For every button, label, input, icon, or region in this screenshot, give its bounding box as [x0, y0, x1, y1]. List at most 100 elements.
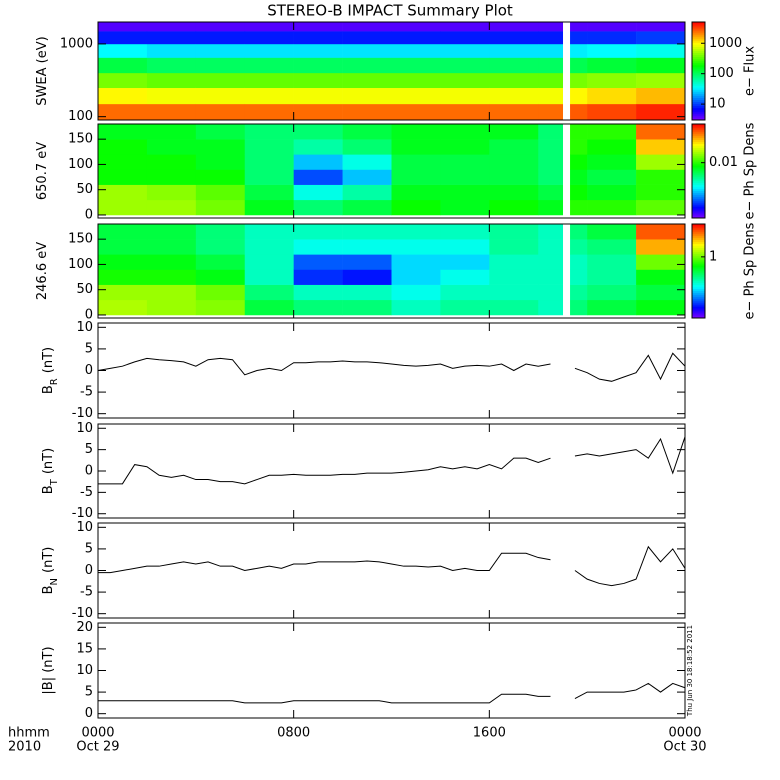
heatmap-cell	[293, 103, 343, 121]
heatmap-cell	[342, 169, 392, 185]
heatmap-cell	[342, 103, 392, 121]
heatmap-cell	[489, 31, 539, 45]
heatmap-cell	[489, 169, 539, 185]
colorbar-segment	[692, 30, 705, 33]
colorbar-segment	[692, 172, 705, 176]
heatmap-cell	[587, 87, 637, 105]
heatmap-cell	[489, 72, 539, 89]
heatmap-cell	[636, 154, 686, 170]
colorbar-segment	[692, 265, 705, 268]
y-tick-label: -5	[80, 485, 93, 500]
heatmap-cell	[587, 43, 637, 58]
colorbar-segment	[692, 304, 705, 307]
colorbar-segment	[692, 229, 705, 233]
y-axis-label-unit: (nT)	[41, 547, 56, 573]
heatmap-cell	[98, 224, 148, 240]
heatmap-cell	[98, 43, 148, 58]
heatmap-cell	[570, 43, 588, 58]
heatmap-cell	[146, 284, 197, 301]
colorbar-frame	[691, 223, 706, 319]
heatmap-cell	[489, 239, 539, 255]
heatmap-cell	[98, 87, 148, 105]
heatmap-cell	[636, 124, 686, 140]
heatmap-cell	[146, 72, 197, 89]
colorbar-segment	[692, 155, 705, 158]
heatmap-cell	[98, 154, 148, 170]
colorbar-segment	[692, 129, 705, 133]
colorbar-segment	[692, 157, 705, 160]
heatmap-cell	[636, 199, 686, 216]
colorbar-segment	[692, 198, 705, 201]
colorbar-segment	[692, 196, 705, 199]
heatmap-cell	[195, 57, 246, 74]
heatmap-cell	[587, 57, 637, 74]
heatmap-cell	[440, 139, 490, 155]
y-axis-label-text: 650.7 eV	[35, 142, 50, 200]
heatmap-cell	[146, 31, 197, 45]
heatmap-cell	[244, 299, 294, 316]
colorbar-segment	[692, 216, 705, 219]
y-tick-label: 5	[85, 541, 93, 556]
y-tick-label: 1000	[60, 36, 93, 51]
heatmap-cell	[538, 269, 564, 285]
heatmap-cell	[636, 22, 686, 32]
heatmap-cell	[440, 284, 490, 301]
heatmap-cell	[293, 154, 343, 170]
heatmap-cell	[244, 124, 294, 140]
heatmap-cell	[440, 87, 490, 105]
colorbar-tick-label: 100	[709, 66, 734, 81]
heatmap-cell	[391, 239, 441, 255]
colorbar-segment	[692, 312, 705, 315]
heatmap-cell	[440, 239, 490, 255]
colorbar-segment	[692, 73, 705, 76]
colorbar-segment	[692, 204, 705, 207]
colorbar-segment	[692, 224, 705, 227]
heatmap-cell	[391, 254, 441, 270]
heatmap-cell	[98, 31, 148, 45]
colorbar-label: e− Ph Sp Dens	[743, 222, 758, 319]
y-tick-label: 100	[68, 157, 93, 172]
heatmap-cell	[244, 224, 294, 240]
colorbar-segment	[692, 139, 705, 143]
heatmap-cell	[244, 184, 294, 201]
x-date-label: Oct 29	[76, 740, 119, 755]
colorbar-segment	[692, 143, 705, 146]
colorbar-segment	[692, 75, 705, 78]
heatmap-cell	[244, 31, 294, 45]
heatmap-cell	[244, 269, 294, 285]
heatmap-cell	[391, 31, 441, 45]
heatmap-cell	[342, 284, 392, 301]
colorbar-segment	[692, 314, 705, 317]
colorbar-segment	[692, 255, 705, 258]
heatmap-cell	[636, 169, 686, 185]
y-tick-label: -10	[72, 506, 93, 521]
colorbar-segment	[692, 200, 705, 203]
heatmap-cell	[146, 299, 197, 316]
colorbar-segment	[692, 208, 705, 211]
data-line	[97, 352, 686, 382]
heatmap-cell	[195, 224, 246, 240]
colorbar-segment	[692, 171, 705, 174]
heatmap-cell	[636, 284, 686, 301]
y-axis-label-subscript: T	[49, 478, 60, 486]
heatmap-cell	[587, 224, 637, 240]
heatmap-cell	[293, 199, 343, 216]
colorbar-segment	[692, 169, 705, 172]
colorbar-segment	[692, 194, 705, 197]
heatmap-cell	[391, 43, 441, 58]
y-axis-label-text: B	[41, 385, 56, 394]
heatmap-cell	[244, 254, 294, 270]
heatmap-cell	[391, 199, 441, 216]
colorbar-segment	[692, 272, 705, 276]
colorbar-tick-label: 1000	[709, 36, 742, 51]
heatmap-cell	[342, 199, 392, 216]
colorbar-segment	[692, 40, 705, 43]
heatmap-cell	[195, 22, 246, 32]
heatmap-cell	[489, 299, 539, 316]
colorbar-segment	[692, 253, 705, 256]
heatmap-cell	[98, 57, 148, 74]
heatmap-cell	[391, 299, 441, 316]
heatmap-cell	[98, 199, 148, 216]
colorbar-segment	[692, 188, 705, 191]
colorbar-segment	[692, 294, 705, 297]
